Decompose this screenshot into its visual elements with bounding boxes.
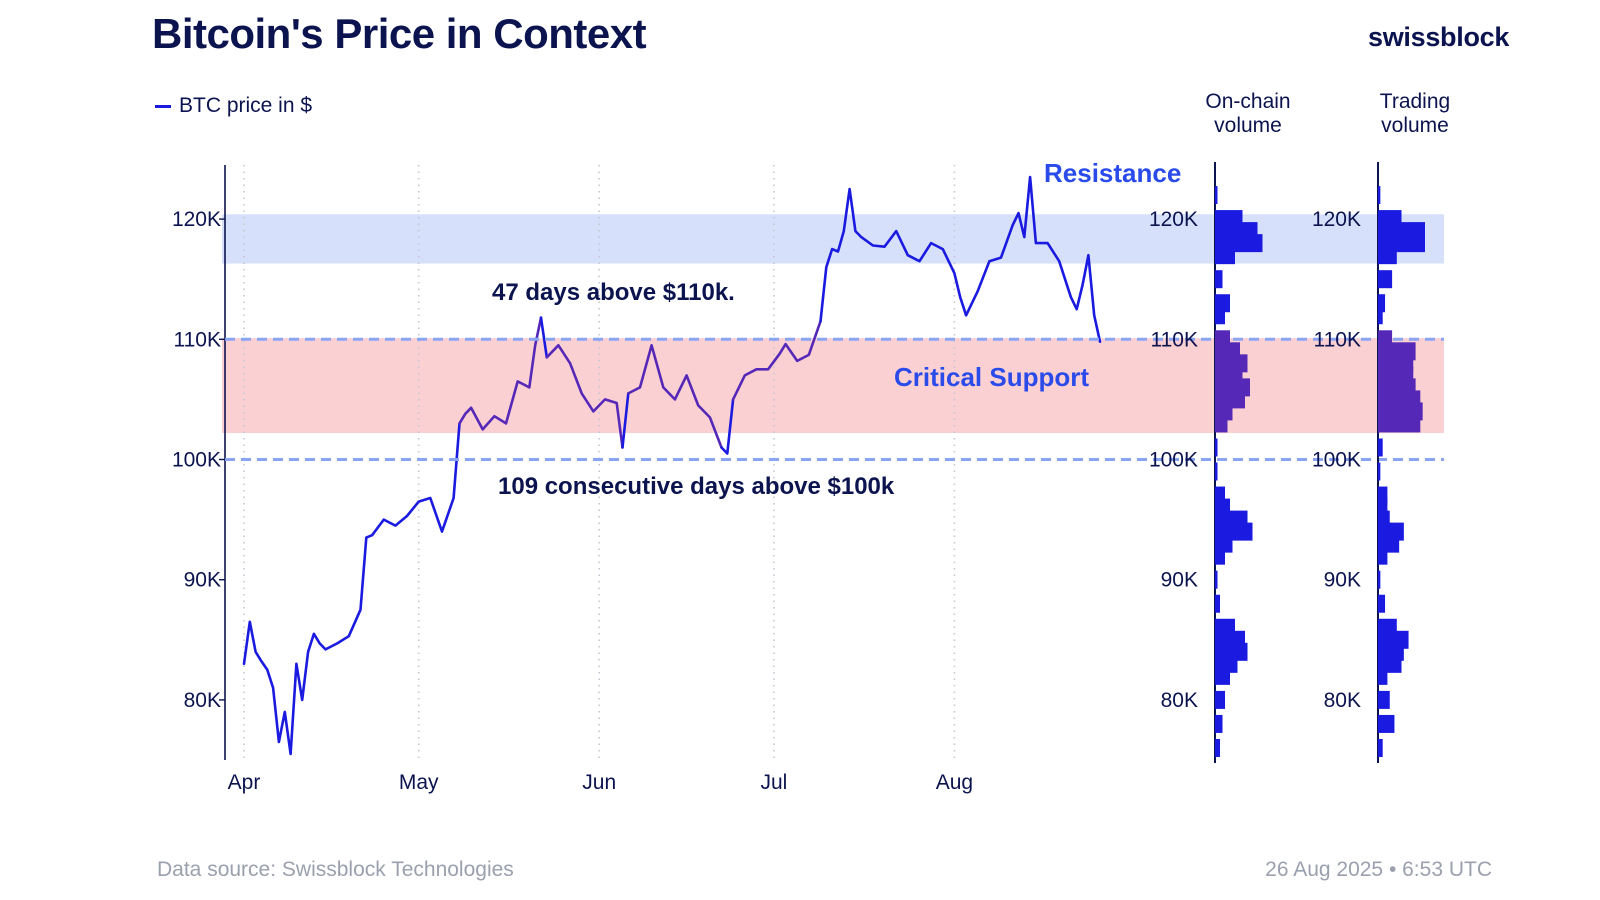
trading-volume-bar: [1378, 498, 1388, 517]
trading-volume-bar: [1378, 666, 1388, 685]
trading-volume-bar: [1378, 690, 1390, 709]
onchain-tick-label: 100K: [1149, 448, 1198, 471]
onchain-volume-bar: [1215, 462, 1218, 481]
btc-price-line: [621, 392, 630, 449]
onchain-volume-bar: [1215, 570, 1218, 589]
brand-logo: swissblock: [1368, 22, 1510, 52]
trading-volume-heading: Trading volume: [1355, 90, 1475, 138]
onchain-volume-bar: [1215, 738, 1220, 757]
trading-volume-bar: [1378, 306, 1383, 325]
panel-heading-line: volume: [1214, 114, 1282, 137]
onchain-volume-bar: [1215, 438, 1218, 457]
y-tick-label: 110K: [174, 328, 222, 351]
trading-volume-bar: [1378, 438, 1383, 457]
page-title: Bitcoin's Price in Context: [152, 10, 647, 57]
btc-price-line: [242, 422, 461, 756]
annotation-47-days: 47 days above $110k.: [492, 279, 735, 306]
trading-volume-bar: [1378, 594, 1386, 613]
btc-price-line: [626, 343, 723, 449]
trading-volume-bar: [1378, 462, 1381, 481]
annotation-109-days: 109 consecutive days above $100k: [498, 473, 895, 500]
btc-price-line: [539, 316, 549, 359]
btc-price-line: [458, 316, 543, 431]
onchain-volume-bar: [1215, 270, 1223, 289]
btc-price-line: [819, 175, 1102, 344]
trading-volume-bar: [1378, 714, 1395, 733]
onchain-volume-bar: [1215, 714, 1223, 733]
support-band: [222, 338, 1444, 434]
btc-price-line: [731, 319, 822, 401]
trading-tick-label: 120K: [1312, 208, 1361, 231]
trading-tick-label: 110K: [1314, 328, 1362, 351]
trading-volume-bar: [1378, 294, 1386, 313]
onchain-volume-bar: [1215, 546, 1225, 565]
critical-support-label: Critical Support: [894, 362, 1089, 392]
trading-volume-bar: [1378, 330, 1393, 349]
x-tick-label: Jun: [582, 771, 616, 794]
legend: BTC price in $: [155, 94, 312, 118]
btc-price-line: [720, 398, 735, 455]
x-tick-label: May: [399, 771, 439, 794]
legend-swatch: [155, 104, 171, 108]
y-tick-label: 80K: [184, 689, 221, 712]
timestamp: 26 Aug 2025 • 6:53 UTC: [1265, 858, 1492, 881]
trading-volume-bar: [1378, 546, 1388, 565]
panel-heading-line: On-chain: [1205, 90, 1291, 113]
onchain-tick-label: 90K: [1161, 569, 1198, 592]
x-tick-label: Jul: [760, 771, 787, 794]
trading-volume-bar: [1378, 210, 1402, 229]
onchain-tick-label: 120K: [1149, 208, 1198, 231]
trading-volume-bar: [1378, 186, 1381, 205]
data-source: Data source: Swissblock Technologies: [157, 858, 514, 881]
onchain-volume-bar: [1215, 210, 1243, 229]
y-tick-label: 100K: [172, 448, 221, 471]
onchain-volume-heading: On-chain volume: [1188, 90, 1308, 138]
legend-label: BTC price in $: [179, 94, 313, 117]
x-tick-label: Aug: [936, 771, 973, 794]
onchain-volume-bar: [1215, 330, 1230, 349]
resistance-label: Resistance: [1044, 158, 1181, 188]
y-tick-label: 90K: [184, 569, 221, 592]
x-tick-label: Apr: [228, 771, 261, 794]
onchain-volume-bar: [1215, 486, 1225, 505]
trading-volume-bar: [1378, 510, 1390, 529]
trading-tick-label: 100K: [1312, 448, 1361, 471]
panel-heading-line: Trading: [1379, 90, 1451, 113]
trading-tick-label: 80K: [1324, 689, 1361, 712]
trading-volume-bar: [1378, 618, 1397, 637]
onchain-volume-bar: [1215, 690, 1225, 709]
btc-price-line: [545, 343, 624, 449]
onchain-volume-bar: [1215, 594, 1220, 613]
trading-volume-bar: [1378, 486, 1388, 505]
onchain-volume-bar: [1215, 294, 1230, 313]
onchain-volume-bar: [1215, 618, 1235, 637]
trading-volume-bar: [1378, 738, 1383, 757]
trading-volume-bar: [1378, 570, 1381, 589]
onchain-volume-bar: [1215, 306, 1225, 325]
onchain-tick-label: 80K: [1161, 689, 1198, 712]
trading-tick-label: 90K: [1324, 569, 1361, 592]
panel-heading-line: volume: [1381, 114, 1449, 137]
onchain-tick-label: 110K: [1151, 328, 1199, 351]
trading-volume-bar: [1378, 270, 1393, 289]
y-tick-label: 120K: [172, 208, 221, 231]
onchain-volume-bar: [1215, 186, 1218, 205]
